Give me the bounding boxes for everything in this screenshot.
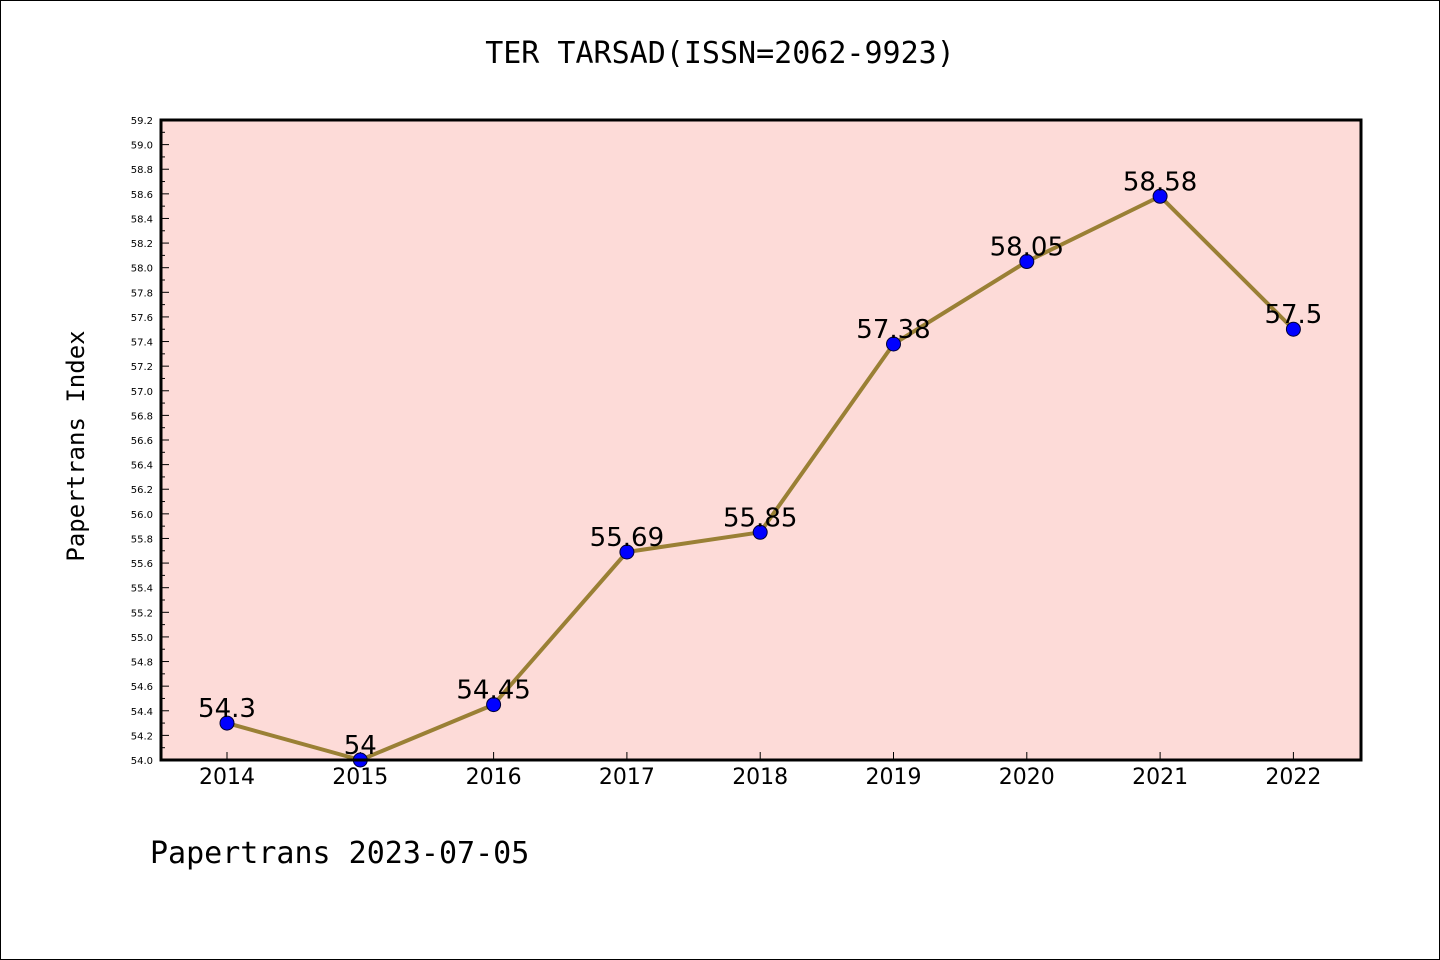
y-tick-label: 59.2	[131, 116, 153, 127]
footer-text: Papertrans 2023-07-05	[150, 836, 530, 871]
y-tick-label: 54.6	[131, 682, 153, 693]
y-tick-label: 57.6	[131, 313, 153, 324]
y-tick-label: 54.0	[131, 756, 153, 767]
x-tick-label: 2021	[1132, 765, 1188, 790]
y-tick-label: 55.8	[131, 534, 153, 545]
plot-border	[159, 118, 1363, 762]
x-tick-label: 2019	[866, 765, 922, 790]
chart-title: TER TARSAD(ISSN=2062-9923)	[485, 36, 955, 71]
x-tick-label: 2022	[1265, 765, 1321, 790]
data-labels: 54.3 54 54.45 55.69 55.85 57.38 58.05 58.58 57.5	[198, 167, 1322, 761]
data-point	[486, 697, 502, 713]
y-tick-label: 56.4	[131, 461, 153, 472]
y-tick-label: 56.8	[131, 411, 153, 422]
data-point	[1152, 188, 1168, 204]
x-tick-label: 2015	[332, 765, 388, 790]
x-axis-ticks: 2014 2015 2016 2017 2018 2019 2020 2021 2022	[199, 752, 1321, 790]
data-label: 54	[344, 731, 377, 761]
y-tick-label: 57.2	[131, 362, 153, 373]
y-tick-label: 55.2	[131, 608, 153, 619]
data-label: 57.38	[856, 315, 930, 345]
y-tick-label: 57.4	[131, 338, 153, 349]
data-label: 54.3	[198, 694, 256, 724]
y-tick-label: 59.0	[131, 141, 153, 152]
y-tick-label: 56.2	[131, 485, 153, 496]
x-tick-label: 2020	[999, 765, 1055, 790]
x-tick-label: 2016	[466, 765, 522, 790]
y-tick-label: 56.6	[131, 436, 153, 447]
y-tick-label: 55.0	[131, 633, 153, 644]
y-tick-label: 57.0	[131, 387, 153, 398]
data-label: 54.45	[456, 676, 530, 706]
data-point	[1285, 321, 1301, 337]
y-tick-label: 55.4	[131, 584, 153, 595]
y-tick-label: 54.8	[131, 658, 153, 669]
x-tick-label: 2014	[199, 765, 255, 790]
plot-area	[161, 120, 1361, 760]
data-point	[219, 715, 235, 731]
data-label: 57.5	[1264, 300, 1322, 330]
y-tick-label: 54.2	[131, 731, 153, 742]
data-label: 58.05	[990, 233, 1064, 263]
data-point	[752, 524, 768, 540]
y-tick-label: 58.4	[131, 214, 153, 225]
data-label: 58.58	[1123, 167, 1197, 197]
series-markers	[219, 188, 1301, 768]
x-tick-label: 2017	[599, 765, 655, 790]
data-label: 55.85	[723, 503, 797, 533]
y-tick-label: 56.0	[131, 510, 153, 521]
y-tick-label: 58.6	[131, 190, 153, 201]
y-tick-label: 58.2	[131, 239, 153, 250]
y-tick-label: 57.8	[131, 288, 153, 299]
data-point	[619, 544, 635, 560]
y-tick-label: 54.4	[131, 707, 153, 718]
y-tick-label: 58.8	[131, 165, 153, 176]
data-point	[886, 336, 901, 352]
y-tick-label: 55.6	[131, 559, 153, 570]
y-tick-label: 58.0	[131, 264, 153, 275]
data-point	[1019, 254, 1035, 270]
x-tick-label: 2018	[732, 765, 788, 790]
data-label: 55.69	[590, 523, 664, 553]
